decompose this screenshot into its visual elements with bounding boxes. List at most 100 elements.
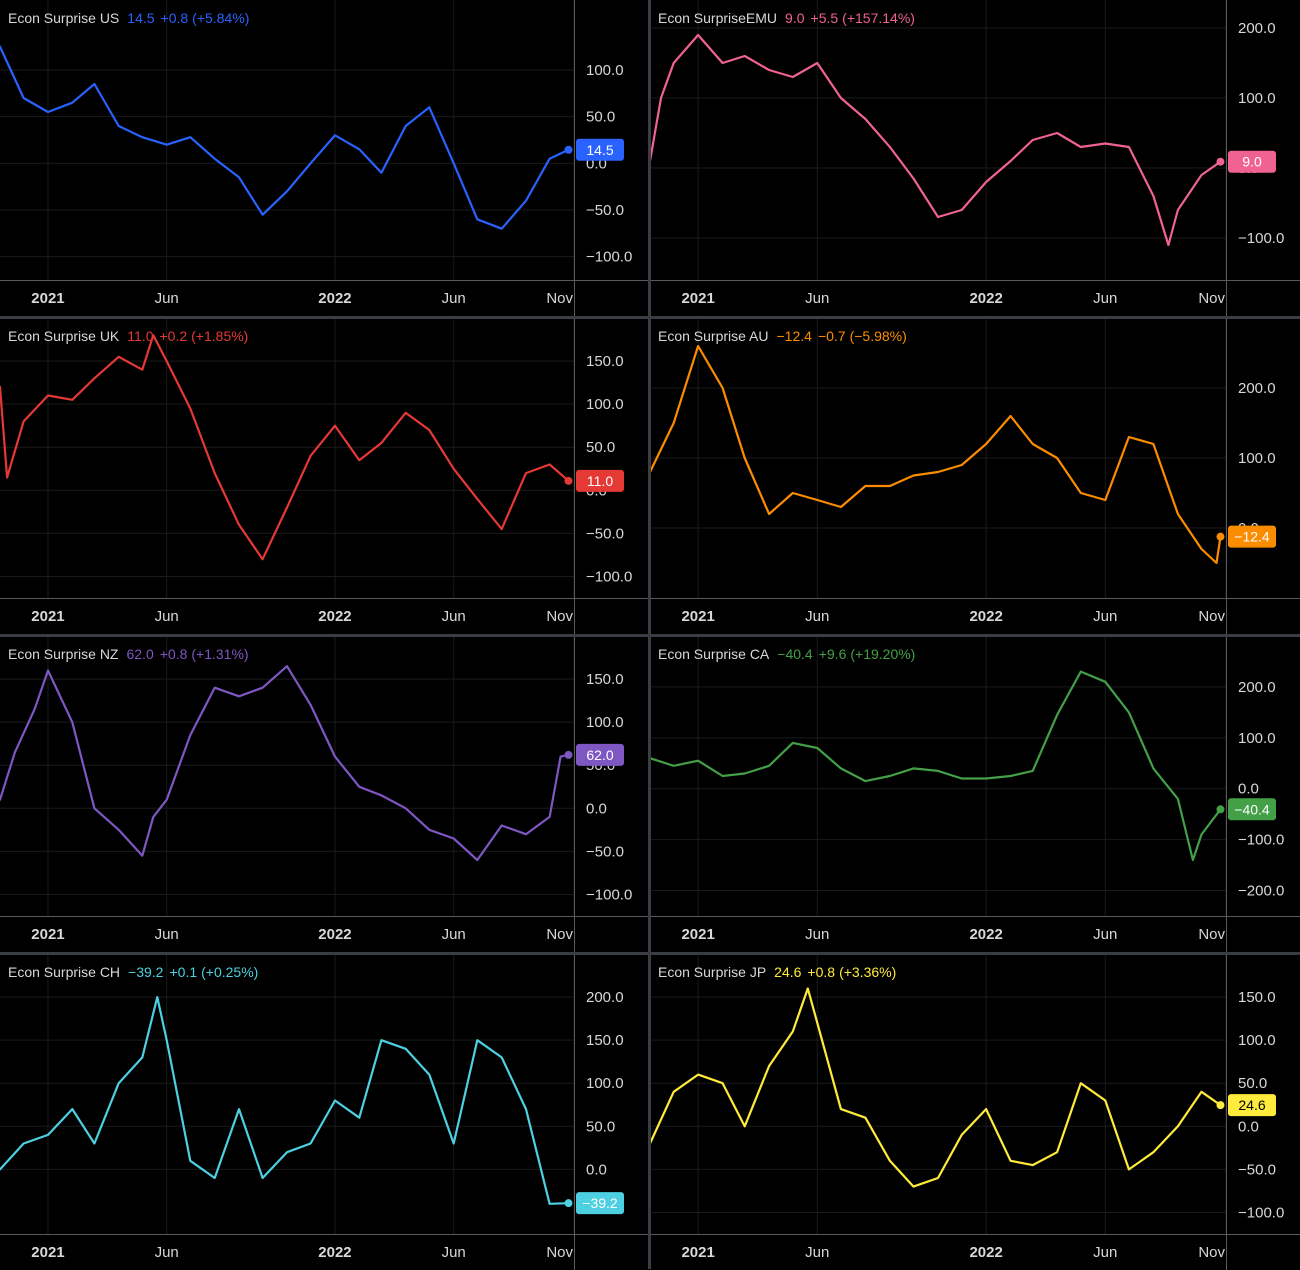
series-name: Econ Surprise NZ (8, 646, 119, 662)
y-tick-label: −50.0 (586, 843, 624, 860)
chart-panel-2[interactable]: 200.0100.00.0−100.02021Jun2022JunNov9.0E… (650, 0, 1300, 316)
series-legend[interactable]: Econ Surprise US 14.5 +0.8 (+5.84%) (8, 10, 249, 26)
x-tick-label: Jun (442, 608, 466, 625)
series-legend[interactable]: Econ Surprise NZ 62.0 +0.8 (+1.31%) (8, 646, 249, 662)
series-last-value: 14.5 (127, 10, 155, 26)
last-value-tag (576, 138, 624, 161)
series-change: +0.8 (159, 646, 188, 662)
x-tick-label: Jun (155, 1244, 179, 1261)
series-line[interactable] (0, 45, 570, 230)
chart-svg: 150.0100.050.00.0−50.0−100.02021Jun2022J… (0, 318, 648, 634)
y-tick-label: −100.0 (1238, 1204, 1284, 1221)
series-change: +5.5 (810, 10, 839, 26)
x-tick-label: Jun (805, 608, 829, 625)
x-tick-label: Nov (1198, 926, 1225, 943)
series-last-value: −40.4 (777, 646, 813, 662)
last-point-marker (1216, 805, 1225, 814)
x-tick-label: Nov (1198, 290, 1225, 307)
last-point-marker (1216, 532, 1225, 541)
chart-panel-6[interactable]: 200.0 100.0 0.0 −100.0 −200.0 2021 Jun 2022 Jun N… (650, 636, 1300, 952)
x-tick-label: 2022 (318, 608, 351, 625)
x-tick-label: Jun (155, 926, 179, 943)
y-tick-label: −100.0 (1238, 230, 1284, 247)
y-tick-label: 0.0 (586, 1161, 607, 1178)
y-tick-label: 50.0 (586, 109, 615, 126)
y-tick-label: 200.0 (586, 989, 624, 1006)
last-value-tag (576, 1192, 624, 1215)
series-line[interactable] (0, 995, 570, 1205)
chart-panel-7[interactable]: 200.0 150.0 100.0 50.0 0.0 2021 Jun 2022 Jun Nov −… (0, 954, 648, 1270)
series-change: +0.8 (807, 964, 836, 980)
y-tick-label: 150.0 (1238, 989, 1276, 1006)
series-change-pct: (+5.84%) (192, 10, 250, 26)
series-line[interactable] (0, 665, 570, 862)
y-tick-label: 200.0 (1238, 380, 1276, 397)
y-tick-label: 100.0 (1238, 90, 1276, 107)
chart-panel-1[interactable]: 100.0 50.0 0.0 −50.0 −100.0 2021 Jun 2022 Jun Nov… (0, 0, 648, 316)
last-value-tag-label: 9.0 (1242, 154, 1262, 170)
x-tick-label: 2022 (969, 926, 1002, 943)
last-point-marker (564, 145, 573, 154)
last-value-tag-label: 24.6 (1238, 1097, 1265, 1113)
x-tick-label: Jun (442, 926, 466, 943)
y-tick-label: 150.0 (586, 671, 624, 688)
series-last-value: 9.0 (785, 10, 805, 26)
y-tick-label: 100.0 (586, 396, 624, 413)
chart-panel-8[interactable]: 150.0 100.0 50.0 0.0 −50.0 −100.0 2021 Jun 2022 J… (650, 954, 1300, 1270)
x-tick-label: 2021 (681, 926, 714, 943)
x-tick-label: Jun (1093, 926, 1117, 943)
series-name: Econ Surprise UK (8, 328, 120, 344)
series-legend[interactable]: Econ Surprise CH −39.2 +0.1 (+0.25%) (8, 964, 258, 980)
chart-panel-3[interactable]: 150.0100.050.00.0−50.0−100.02021Jun2022J… (0, 318, 648, 634)
series-line[interactable] (650, 33, 1222, 247)
chart-panel-4[interactable]: 200.0100.00.02021Jun2022JunNov−12.4Econ … (650, 318, 1300, 634)
y-tick-label: 100.0 (586, 62, 624, 79)
x-tick-label: 2021 (31, 608, 64, 625)
y-tick-label: −200.0 (1238, 883, 1284, 900)
last-value-tag-label: 11.0 (587, 473, 613, 489)
chart-svg: 150.0100.050.00.0−50.0−100.02021Jun2022J… (0, 636, 648, 952)
y-tick-label: 100.0 (1238, 1032, 1276, 1049)
x-tick-label: 2022 (318, 926, 351, 943)
y-tick-label: 200.0 (1238, 20, 1276, 37)
series-legend[interactable]: Econ Surprise JP 24.6 +0.8 (+3.36%) (658, 964, 896, 980)
series-name: Econ Surprise CH (8, 964, 121, 980)
y-tick-label: 100.0 (586, 714, 624, 731)
x-tick-label: Jun (155, 608, 179, 625)
chart-panel-5[interactable]: 150.0100.050.00.0−50.0−100.02021Jun2022J… (0, 636, 648, 952)
y-tick-label: 100.0 (1238, 730, 1276, 747)
series-legend[interactable]: Econ SurpriseEMU 9.0 +5.5 (+157.14%) (658, 10, 915, 26)
x-tick-label: 2022 (969, 608, 1002, 625)
series-name: Econ Surprise CA (658, 646, 770, 662)
panel-separator-vertical[interactable] (648, 0, 651, 1269)
series-line[interactable] (650, 987, 1222, 1188)
last-value-tag (1228, 525, 1276, 548)
series-change-pct: (+3.36%) (839, 964, 897, 980)
series-last-value: 62.0 (126, 646, 154, 662)
y-tick-label: 100.0 (1238, 450, 1276, 467)
series-last-value: −39.2 (128, 964, 164, 980)
series-change-pct: (+0.25%) (201, 964, 259, 980)
series-legend[interactable]: Econ Surprise UK 11.0 +0.2 (+1.85%) (8, 328, 248, 344)
last-value-tag (1228, 1094, 1276, 1117)
last-point-marker (1216, 1101, 1225, 1110)
series-line[interactable] (650, 344, 1222, 565)
series-legend[interactable]: Econ Surprise CA −40.4 +9.6 (+19.20%) (658, 646, 915, 662)
series-legend[interactable]: Econ Surprise AU −12.4 −0.7 (−5.98%) (658, 328, 907, 344)
y-tick-label: 100.0 (586, 1075, 624, 1092)
y-tick-label: −100.0 (586, 249, 632, 266)
last-value-tag-label: −40.4 (1234, 801, 1270, 817)
x-tick-label: 2021 (31, 926, 64, 943)
series-line[interactable] (0, 334, 570, 561)
x-tick-label: 2021 (681, 1244, 714, 1261)
series-change-pct: (+1.31%) (191, 646, 249, 662)
series-name: Econ SurpriseEMU (658, 10, 778, 26)
y-tick-label: −50.0 (586, 525, 624, 542)
series-line[interactable] (650, 670, 1222, 862)
x-tick-label: Nov (546, 290, 573, 307)
x-tick-label: Jun (155, 290, 179, 307)
x-tick-label: Nov (546, 608, 573, 625)
x-tick-label: Jun (805, 1244, 829, 1261)
